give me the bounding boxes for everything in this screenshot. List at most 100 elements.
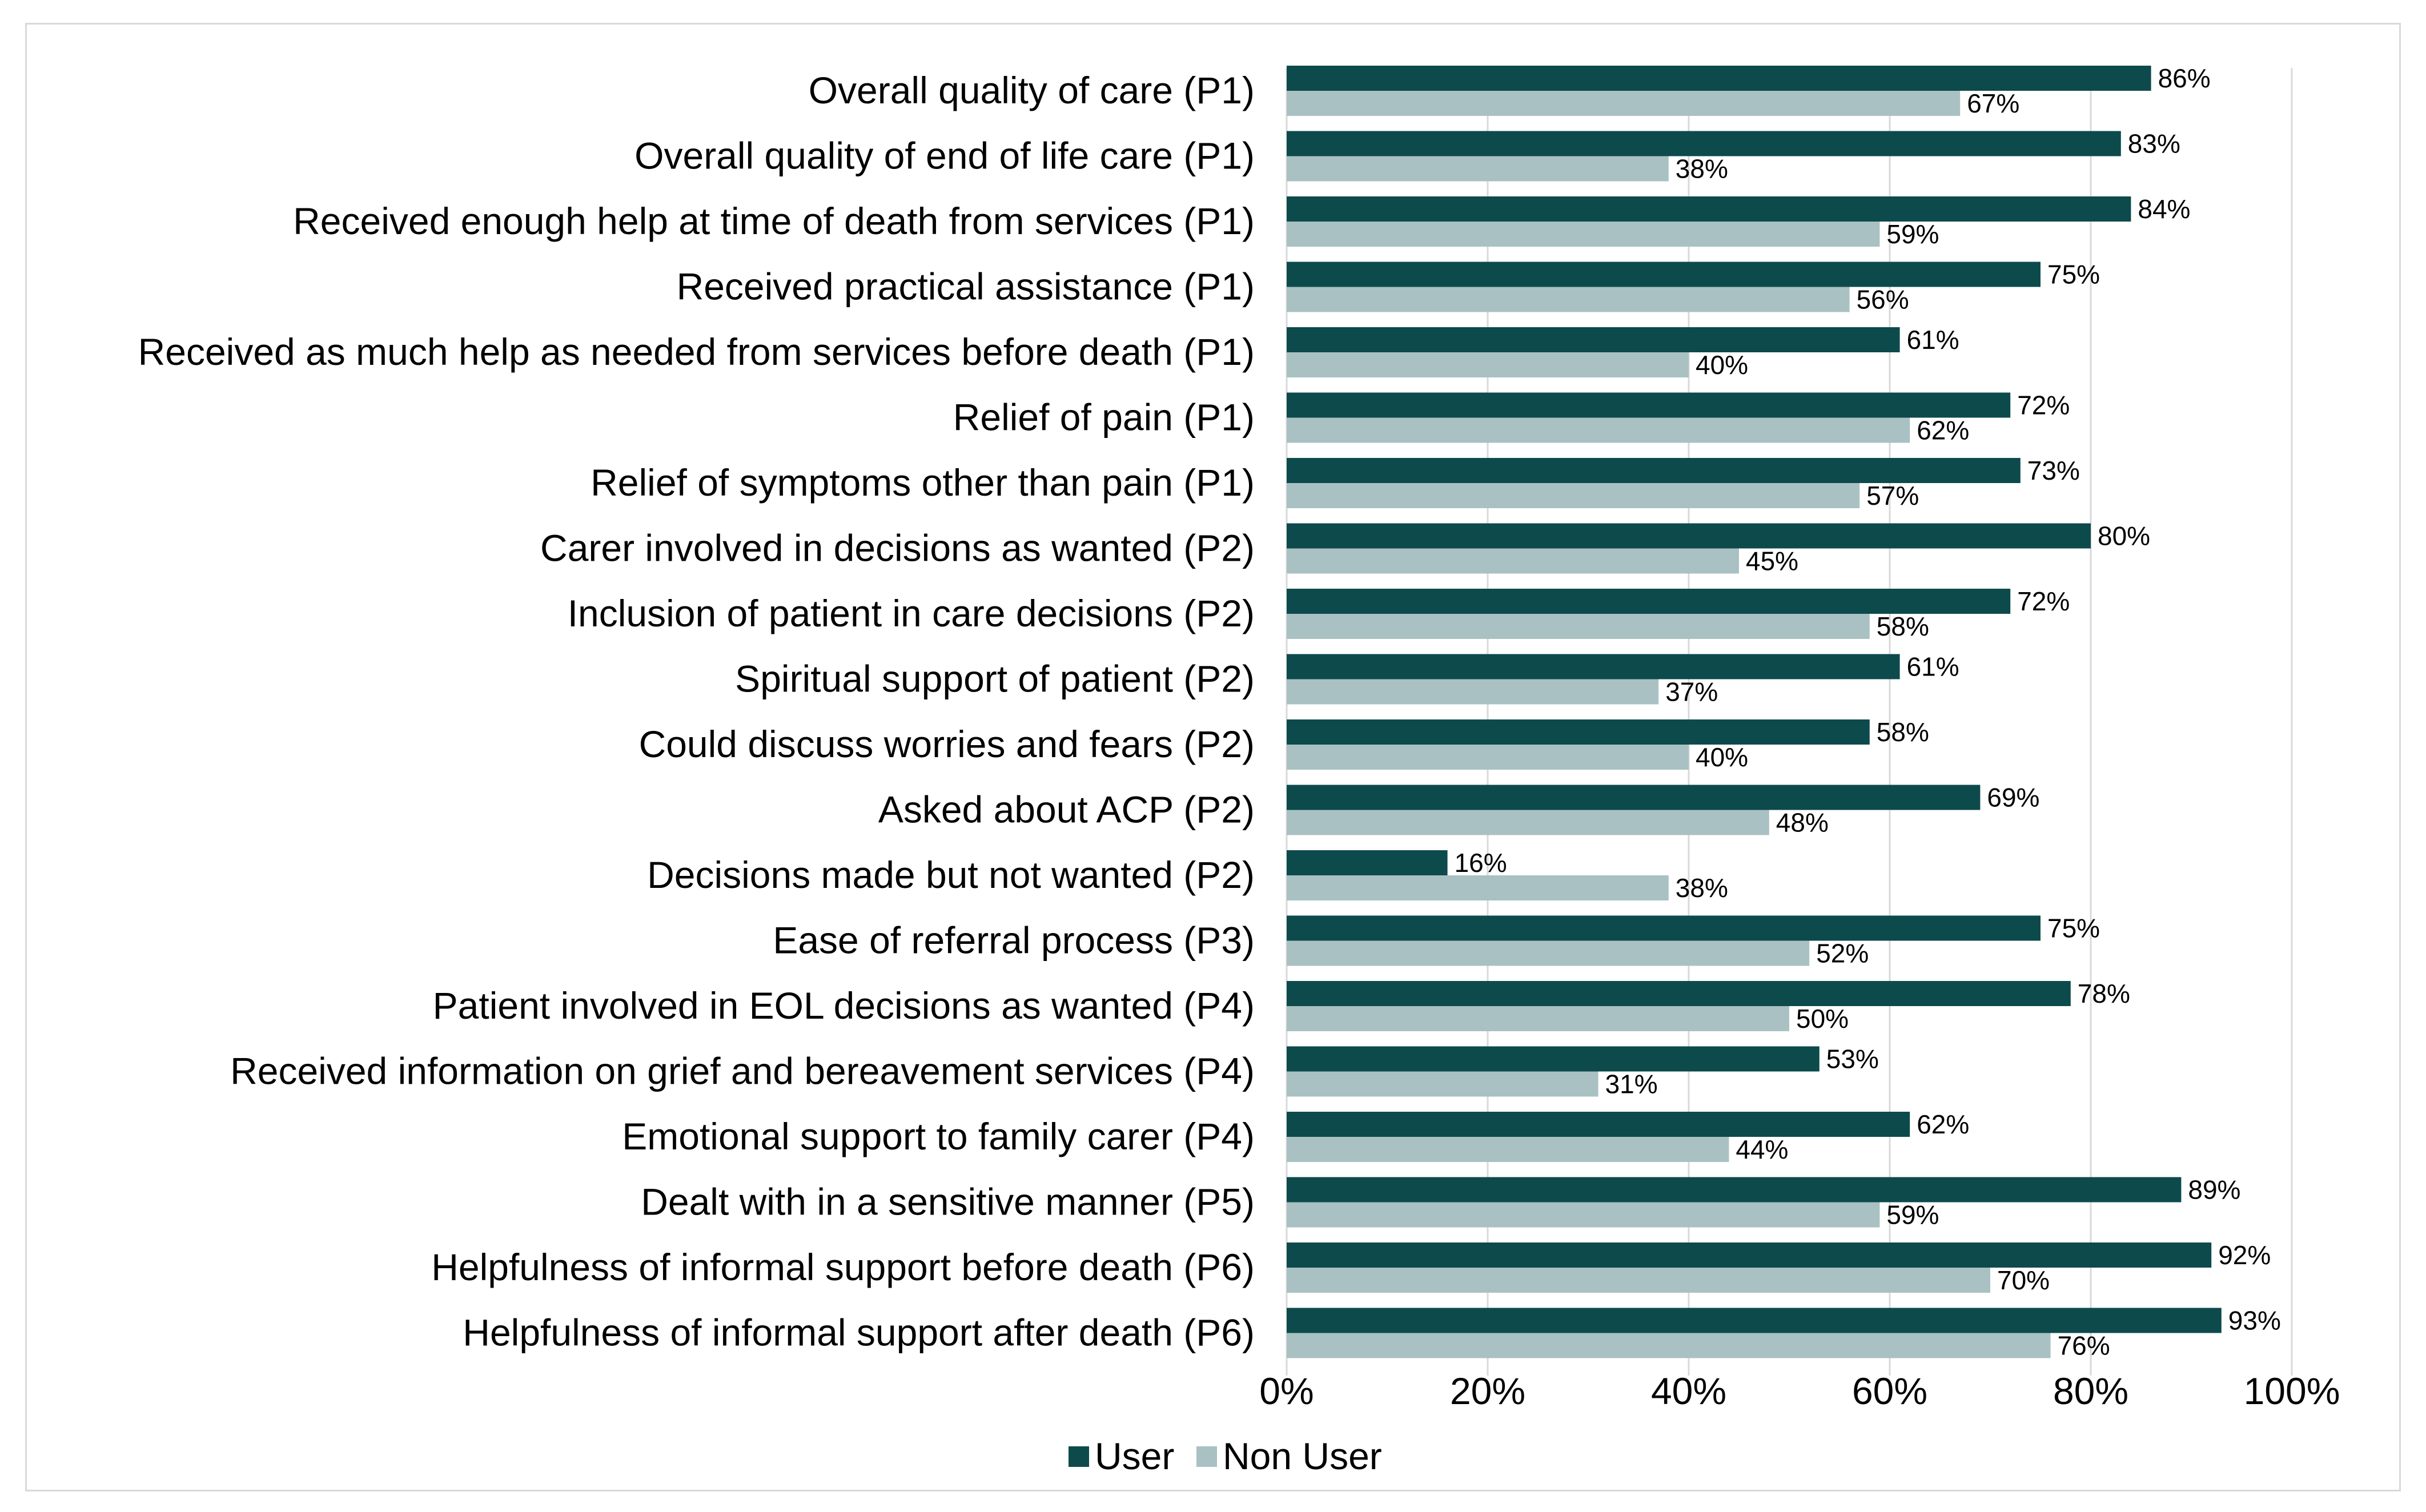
bar-non-user bbox=[1287, 156, 1669, 182]
bar-non-user bbox=[1287, 1333, 2051, 1358]
category-label: Carer involved in decisions as wanted (P… bbox=[540, 527, 1255, 569]
value-label-non-user: 58% bbox=[1877, 612, 1929, 641]
value-label-non-user: 57% bbox=[1866, 481, 1919, 510]
category-label: Decisions made but not wanted (P2) bbox=[647, 854, 1255, 896]
value-label-non-user: 38% bbox=[1676, 154, 1728, 184]
legend-swatch-user bbox=[1069, 1446, 1089, 1467]
category-label: Patient involved in EOL decisions as wan… bbox=[433, 984, 1255, 1027]
value-label-user: 89% bbox=[2188, 1175, 2240, 1205]
category-label: Relief of pain (P1) bbox=[953, 396, 1255, 439]
bar-non-user bbox=[1287, 483, 1860, 508]
bar-chart: 86% 67% 83% 38% 84% 59% 75% 56% 61% 40% 72% 62% 73% 5… bbox=[138, 63, 2340, 1477]
x-tick-label: 40% bbox=[1651, 1370, 1726, 1412]
value-label-non-user: 40% bbox=[1696, 350, 1748, 380]
value-label-user: 58% bbox=[1877, 717, 1929, 747]
category-label: Helpfulness of informal support after de… bbox=[463, 1312, 1255, 1354]
bar-user bbox=[1287, 719, 1870, 745]
bar-non-user bbox=[1287, 745, 1689, 770]
value-label-non-user: 59% bbox=[1886, 1200, 1939, 1230]
bar-user bbox=[1287, 654, 1900, 679]
value-label-non-user: 70% bbox=[1997, 1265, 2050, 1295]
legend-swatch-non-user bbox=[1196, 1446, 1217, 1467]
value-label-non-user: 44% bbox=[1736, 1135, 1788, 1164]
bar-user bbox=[1287, 196, 2131, 222]
bar-user bbox=[1287, 850, 1448, 875]
category-labels: Overall quality of care (P1) Overall qual… bbox=[138, 69, 1255, 1354]
bar-non-user bbox=[1287, 614, 1870, 639]
category-label: Dealt with in a sensitive manner (P5) bbox=[641, 1181, 1255, 1223]
value-label-user: 61% bbox=[1907, 325, 1959, 355]
legend-label-non-user: Non User bbox=[1223, 1435, 1382, 1477]
bar-non-user bbox=[1287, 1268, 1990, 1293]
value-label-user: 83% bbox=[2128, 129, 2180, 159]
bar-user bbox=[1287, 589, 2011, 614]
category-label: Received information on grief and bereav… bbox=[230, 1050, 1255, 1092]
value-label-non-user: 52% bbox=[1816, 939, 1869, 968]
bar-non-user bbox=[1287, 548, 1739, 574]
value-labels: 86% 67% 83% 38% 84% 59% 75% 56% 61% 40% 72% 62% 73% 5… bbox=[1455, 63, 2281, 1361]
category-label: Relief of symptoms other than pain (P1) bbox=[591, 461, 1255, 504]
bar-non-user bbox=[1287, 1071, 1598, 1097]
value-label-user: 75% bbox=[2047, 260, 2100, 289]
bar-user bbox=[1287, 131, 2121, 156]
bar-user bbox=[1287, 1046, 1820, 1072]
bar-user bbox=[1287, 523, 2091, 549]
bar-user bbox=[1287, 1308, 2222, 1333]
bar-non-user bbox=[1287, 352, 1689, 377]
bar-user bbox=[1287, 1177, 2182, 1203]
value-label-user: 53% bbox=[1826, 1044, 1879, 1074]
value-label-non-user: 45% bbox=[1746, 546, 1798, 576]
value-label-non-user: 38% bbox=[1676, 873, 1728, 903]
legend-label-user: User bbox=[1095, 1435, 1174, 1477]
value-label-non-user: 31% bbox=[1605, 1069, 1658, 1099]
bar-user bbox=[1287, 915, 2041, 941]
bar-user bbox=[1287, 262, 2041, 287]
x-tick-label: 60% bbox=[1852, 1370, 1927, 1412]
bar-non-user bbox=[1287, 91, 1961, 116]
category-label: Inclusion of patient in care decisions (… bbox=[568, 592, 1255, 634]
value-label-user: 92% bbox=[2218, 1240, 2271, 1270]
value-label-user: 93% bbox=[2228, 1306, 2281, 1336]
category-label: Asked about ACP (P2) bbox=[878, 789, 1255, 831]
value-label-user: 75% bbox=[2047, 914, 2100, 943]
bar-user bbox=[1287, 1242, 2212, 1268]
bar-non-user bbox=[1287, 679, 1659, 705]
bar-user bbox=[1287, 327, 1900, 352]
value-label-non-user: 37% bbox=[1665, 677, 1718, 707]
value-label-user: 16% bbox=[1455, 848, 1507, 878]
value-label-user: 72% bbox=[2017, 391, 2070, 420]
value-label-user: 86% bbox=[2158, 63, 2211, 93]
category-label: Received as much help as needed from ser… bbox=[138, 331, 1255, 373]
bar-user bbox=[1287, 1112, 1910, 1137]
category-label: Helpfulness of informal support before d… bbox=[431, 1246, 1255, 1288]
x-axis-tick-labels: 0% 20% 40% 60% 80% 100% bbox=[1259, 1370, 2340, 1412]
x-tick-label: 0% bbox=[1259, 1370, 1314, 1412]
bar-user bbox=[1287, 392, 2011, 418]
bar-non-user bbox=[1287, 940, 1810, 966]
value-label-non-user: 40% bbox=[1696, 742, 1748, 772]
value-label-user: 78% bbox=[2078, 979, 2130, 1008]
bar-user bbox=[1287, 981, 2071, 1006]
value-label-non-user: 59% bbox=[1886, 219, 1939, 249]
value-label-non-user: 62% bbox=[1917, 416, 1969, 445]
category-label: Could discuss worries and fears (P2) bbox=[639, 723, 1255, 765]
value-label-user: 80% bbox=[2098, 521, 2150, 551]
bar-non-user bbox=[1287, 222, 1880, 247]
x-tick-label: 20% bbox=[1450, 1370, 1525, 1412]
category-label: Emotional support to family carer (P4) bbox=[622, 1115, 1255, 1157]
value-label-user: 62% bbox=[1917, 1109, 1969, 1139]
category-label: Spiritual support of patient (P2) bbox=[735, 658, 1255, 700]
category-label: Received practical assistance (P1) bbox=[677, 266, 1255, 308]
value-label-non-user: 48% bbox=[1776, 808, 1829, 838]
bar-non-user bbox=[1287, 1202, 1880, 1228]
value-label-user: 73% bbox=[2027, 456, 2080, 485]
category-label: Ease of referral process (P3) bbox=[773, 919, 1255, 962]
value-label-user: 61% bbox=[1907, 652, 1959, 682]
value-label-user: 69% bbox=[1987, 783, 2039, 813]
bar-non-user bbox=[1287, 875, 1669, 900]
chart-frame: 86% 67% 83% 38% 84% 59% 75% 56% 61% 40% 72% 62% 73% 5… bbox=[25, 23, 2401, 1491]
value-label-non-user: 50% bbox=[1796, 1004, 1849, 1034]
bar-non-user bbox=[1287, 1006, 1789, 1031]
value-label-non-user: 67% bbox=[1967, 89, 2019, 118]
value-label-non-user: 56% bbox=[1857, 285, 1909, 315]
